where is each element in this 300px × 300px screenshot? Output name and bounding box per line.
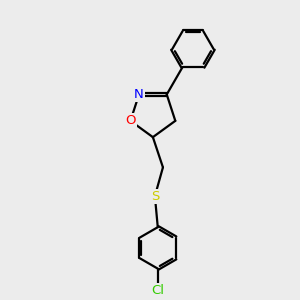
Text: N: N <box>134 88 144 101</box>
Text: S: S <box>151 190 159 202</box>
Text: Cl: Cl <box>151 284 164 297</box>
Text: O: O <box>125 114 136 127</box>
